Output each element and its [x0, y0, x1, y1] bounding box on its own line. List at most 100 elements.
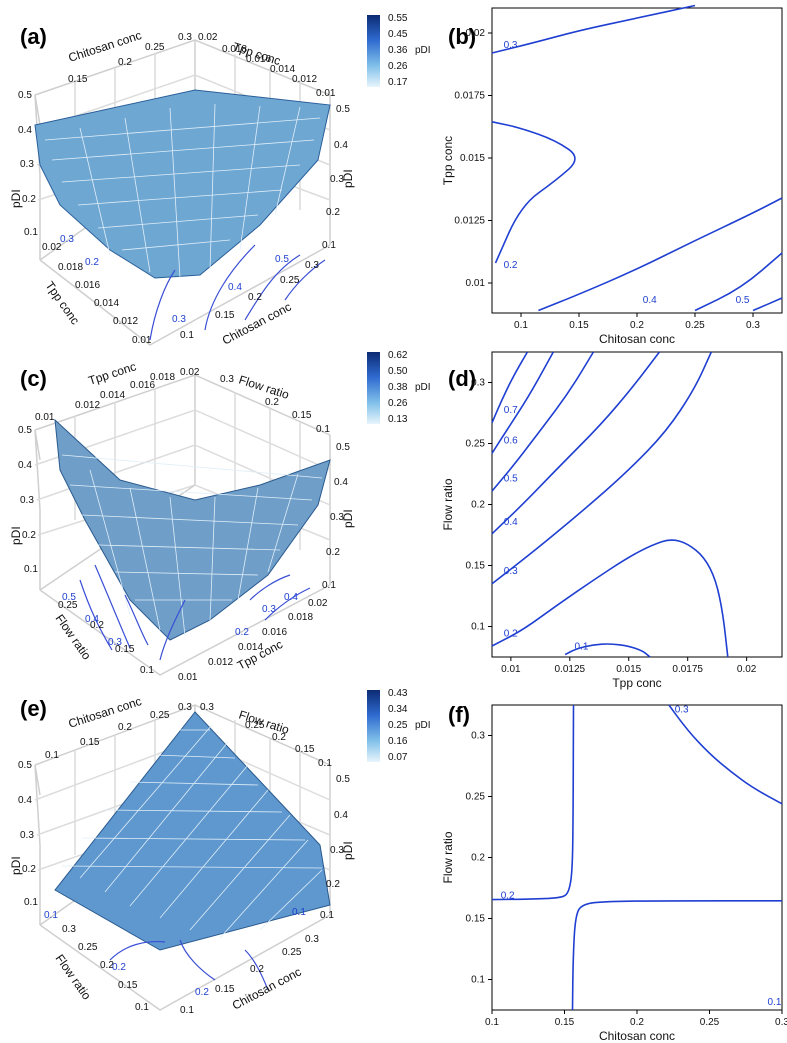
tick: 0.25 — [78, 942, 98, 953]
floor-contour-label: 0.5 — [275, 254, 289, 265]
tick: 0.016 — [75, 280, 100, 291]
panel-a-surface-mesh — [44, 103, 321, 279]
tick: 0.2 — [265, 397, 279, 408]
panel-e-colorbar: 0.43 0.34 0.25 pDI 0.16 0.07 — [367, 688, 431, 763]
panel-e-xlabel-bottom: Chitosan conc — [230, 965, 304, 1013]
contour-line — [538, 197, 783, 312]
tick: 0.15 — [118, 980, 138, 991]
contour-line — [668, 704, 783, 805]
colorbar-tick: 0.17 — [388, 77, 408, 88]
tick: 0.2 — [272, 732, 286, 743]
floor-contour-label: 0.5 — [62, 592, 76, 603]
tick: 0.016 — [262, 627, 287, 638]
floor-contour-label: 0.1 — [44, 910, 58, 921]
panel-c-surface-mesh — [61, 454, 323, 637]
panel-e-floor-contours — [109, 939, 269, 991]
y-tick-label: 0.25 — [466, 439, 486, 450]
contour-label: 0.4 — [643, 295, 657, 306]
tick: 0.3 — [20, 159, 34, 170]
y-tick-label: 0.1 — [471, 975, 485, 986]
panel-c-zlabel-left: pDI — [9, 526, 23, 545]
contour-label: 0.2 — [501, 890, 515, 901]
panel-e-zlabel-right: pDI — [341, 841, 355, 860]
colorbar-tick: 0.34 — [388, 704, 408, 715]
tick: 0.016 — [130, 380, 155, 391]
contour-line — [564, 643, 651, 658]
colorbar — [367, 352, 380, 424]
panel-label-d: (d) — [448, 366, 476, 391]
y-tick-label: 0.0175 — [454, 91, 485, 102]
tick: 0.15 — [295, 744, 315, 755]
contour-line — [491, 351, 529, 424]
colorbar-tick: 0.26 — [388, 398, 408, 409]
tick: 0.4 — [334, 140, 348, 151]
tick: 0.018 — [58, 262, 83, 273]
panel-c-floor-labels: 0.5 0.4 0.3 0.2 0.3 0.4 — [62, 592, 298, 648]
y-tick-label: 0.3 — [471, 731, 485, 742]
contour-label: 0.1 — [575, 642, 589, 653]
floor-contour-label: 0.2 — [235, 627, 249, 638]
tick: 0.3 — [20, 495, 34, 506]
tick: 0.4 — [334, 810, 348, 821]
colorbar-title: pDI — [415, 45, 431, 56]
panel-c-colorbar: 0.62 0.50 0.38 pDI 0.26 0.13 — [367, 350, 431, 425]
tick: 0.1 — [322, 240, 336, 251]
contour-label: 0.5 — [504, 473, 518, 484]
tick: 0.4 — [334, 477, 348, 488]
tick: 0.2 — [90, 620, 104, 631]
tick: 0.25 — [58, 600, 78, 611]
tick: 0.2 — [22, 194, 36, 205]
x-tick-label: 0.15 — [569, 320, 589, 331]
panel-f-contour: (f) 0.1 0.15 0.2 0.25 0.3 0.1 0.15 0.2 0.25 0.3 Ch… — [441, 702, 787, 1043]
panel-e-3d: (e) Chitosan conc Flow ratio pDI pDI Flo… — [9, 688, 431, 1016]
panel-c-ticks: 0.01 0.012 0.014 0.016 0.018 0.02 0.3 0.… — [18, 367, 350, 683]
contour-line — [491, 351, 661, 535]
contour-label: 0.1 — [768, 997, 782, 1008]
tick: 0.25 — [245, 720, 265, 731]
tick: 0.25 — [280, 275, 300, 286]
plot-frame — [491, 704, 783, 1011]
plot-frame — [491, 351, 783, 658]
y-tick-label: 0.15 — [466, 561, 486, 572]
y-tick-label: 0.15 — [466, 914, 486, 925]
panel-label-c: (c) — [20, 366, 47, 391]
colorbar — [367, 690, 380, 762]
tick: 0.2 — [22, 864, 36, 875]
tick: 0.1 — [45, 750, 59, 761]
tick: 0.3 — [200, 702, 214, 713]
floor-contour-label: 0.4 — [228, 282, 242, 293]
floor-contour-label: 0.4 — [85, 614, 99, 625]
tick: 0.1 — [140, 665, 154, 676]
tick: 0.2 — [100, 960, 114, 971]
contour-line — [491, 351, 713, 585]
tick: 0.2 — [248, 292, 262, 303]
y-tick-label: 0.015 — [460, 153, 485, 164]
colorbar-tick: 0.16 — [388, 736, 408, 747]
panel-b-contour: (b) 0.1 0.15 0.2 0.25 0.3 0.01 0.0125 0.015 0.01… — [441, 4, 783, 346]
tick: 0.2 — [250, 964, 264, 975]
tick: 0.5 — [336, 774, 350, 785]
tick: 0.3 — [62, 924, 76, 935]
contour-line — [694, 252, 783, 312]
y-axis-label: Flow ratio — [441, 478, 455, 530]
floor-contour-label: 0.3 — [172, 314, 186, 325]
tick: 0.15 — [80, 737, 100, 748]
tick: 0.3 — [20, 830, 34, 841]
tick: 0.2 — [118, 57, 132, 68]
tick: 0.5 — [18, 90, 32, 101]
tick: 0.1 — [24, 227, 38, 238]
panel-c-zlabel-right: pDI — [341, 509, 355, 528]
contour-line — [752, 297, 783, 312]
tick: 0.3 — [330, 174, 344, 185]
tick: 0.018 — [222, 44, 247, 55]
tick: 0.012 — [292, 74, 317, 85]
panel-e-ticks: 0.1 0.15 0.2 0.25 0.3 0.3 0.25 0.2 0.15 … — [18, 702, 350, 1016]
colorbar-tick: 0.45 — [388, 29, 408, 40]
panel-c-3d: (c) Tpp conc Flow ratio pDI pDI Flow rat… — [9, 350, 431, 683]
tick: 0.2 — [22, 530, 36, 541]
panel-c-floor-contours — [79, 564, 311, 661]
contour-line — [491, 351, 595, 492]
tick: 0.15 — [115, 644, 135, 655]
tick: 0.016 — [246, 54, 271, 65]
